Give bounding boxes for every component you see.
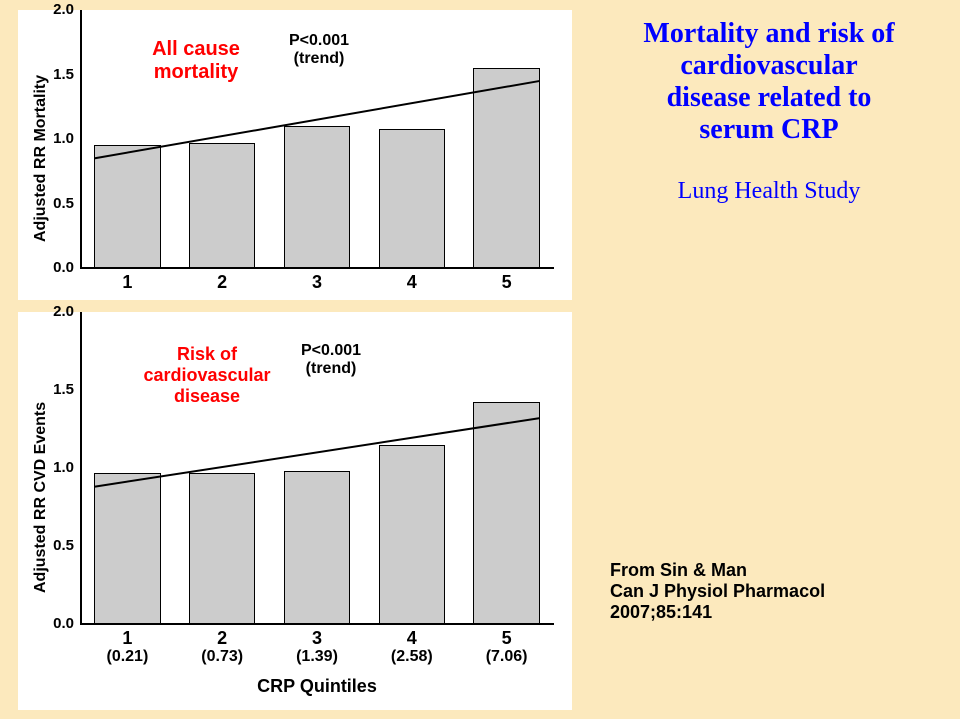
bar bbox=[473, 68, 539, 268]
yaxis-title: Adjusted RR Mortality bbox=[32, 75, 50, 242]
xtick-label: 1 bbox=[87, 272, 167, 293]
y-axis-line bbox=[80, 312, 82, 624]
xtick-label: 2 bbox=[182, 628, 262, 649]
xtick-label: 1 bbox=[87, 628, 167, 649]
ytick-label: 0.0 bbox=[18, 615, 74, 632]
bar bbox=[94, 473, 160, 624]
ytick-label: 2.0 bbox=[18, 303, 74, 320]
bottom-chart-panel: 0.00.51.01.52.0Adjusted RR CVD Events1(0… bbox=[18, 312, 572, 710]
side-subtitle: Lung Health Study bbox=[584, 178, 954, 205]
citation: From Sin & ManCan J Physiol Pharmacol200… bbox=[610, 560, 940, 623]
side-title: Mortality and risk ofcardiovasculardisea… bbox=[584, 18, 954, 146]
top-chart-panel: 0.00.51.01.52.0Adjusted RR Mortality1234… bbox=[18, 10, 572, 300]
y-axis-line bbox=[80, 10, 82, 268]
ytick-label: 2.0 bbox=[18, 1, 74, 18]
slide: 0.00.51.01.52.0Adjusted RR Mortality1234… bbox=[0, 0, 960, 719]
bottom-pvalue: P<0.001(trend) bbox=[286, 342, 376, 378]
xtick-sublabel: (1.39) bbox=[272, 648, 362, 666]
xtick-sublabel: (0.21) bbox=[82, 648, 172, 666]
top-annotation: All causemortality bbox=[126, 38, 266, 84]
ytick-label: 0.0 bbox=[18, 259, 74, 276]
xtick-label: 4 bbox=[372, 272, 452, 293]
xtick-label: 5 bbox=[467, 272, 547, 293]
bar bbox=[189, 143, 255, 268]
xtick-label: 4 bbox=[372, 628, 452, 649]
bar bbox=[189, 473, 255, 624]
xtick-label: 3 bbox=[277, 272, 357, 293]
bar bbox=[473, 402, 539, 624]
bar bbox=[94, 145, 160, 268]
bar bbox=[379, 445, 445, 624]
top-pvalue: P<0.001(trend) bbox=[274, 32, 364, 68]
xtick-label: 2 bbox=[182, 272, 262, 293]
bottom-annotation: Risk ofcardiovasculardisease bbox=[122, 344, 292, 407]
x-axis-line bbox=[80, 267, 554, 269]
xaxis-title: CRP Quintiles bbox=[80, 676, 554, 697]
xtick-label: 5 bbox=[467, 628, 547, 649]
x-axis-line bbox=[80, 623, 554, 625]
xtick-sublabel: (0.73) bbox=[177, 648, 267, 666]
bar bbox=[284, 126, 350, 268]
yaxis-title: Adjusted RR CVD Events bbox=[32, 402, 50, 593]
xtick-label: 3 bbox=[277, 628, 357, 649]
xtick-sublabel: (7.06) bbox=[462, 648, 552, 666]
bar bbox=[379, 129, 445, 268]
bar bbox=[284, 471, 350, 624]
ytick-label: 1.5 bbox=[18, 381, 74, 398]
xtick-sublabel: (2.58) bbox=[367, 648, 457, 666]
